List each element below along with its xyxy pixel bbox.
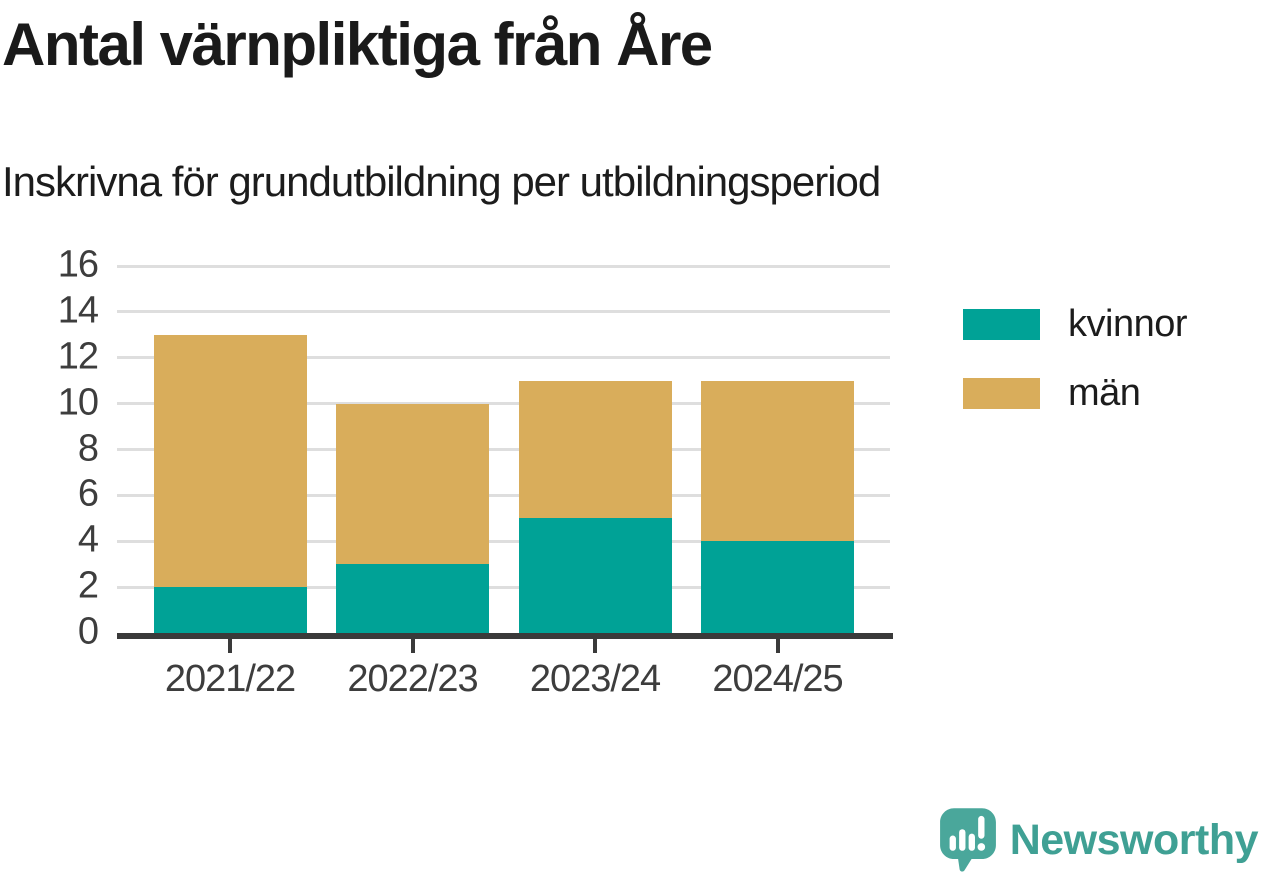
- gridline-8: [117, 448, 890, 451]
- bar-män-2022-23: [336, 403, 489, 565]
- legend-item-mn: män: [963, 372, 1187, 415]
- newsworthy-logo: Newsworthy: [936, 807, 1259, 873]
- x-axis-tick: [228, 639, 232, 653]
- legend: kvinnor män: [963, 303, 1188, 441]
- x-axis-category-label: 2022/23: [347, 658, 478, 700]
- x-axis-line: [117, 633, 893, 639]
- y-axis-tick-label: 6: [77, 473, 99, 516]
- legend-swatch-mn: [963, 378, 1040, 409]
- x-axis-tick: [775, 639, 780, 653]
- x-axis-category-label: 2024/25: [712, 658, 843, 700]
- gridline-16: [117, 264, 890, 268]
- y-axis-tick-label: 10: [57, 381, 99, 424]
- bar-män-2024-25: [701, 380, 854, 542]
- gridline-6: [117, 493, 890, 497]
- legend-label: kvinnor: [1068, 303, 1188, 345]
- y-axis-tick-label: 2: [77, 564, 99, 607]
- gridline-2: [117, 585, 890, 589]
- gridline-14: [117, 310, 890, 314]
- x-axis-tick: [593, 639, 597, 653]
- bar-kvinnor-2024-25: [701, 541, 854, 633]
- y-axis-tick-label: 4: [77, 518, 99, 561]
- y-axis-tick-label: 16: [57, 243, 99, 286]
- chart-title: Antal värnpliktiga från Åre: [2, 11, 713, 78]
- gridline-12: [117, 356, 890, 360]
- newsworthy-wordmark: Newsworthy: [1009, 815, 1259, 864]
- x-axis-category-label: 2021/22: [164, 658, 296, 700]
- legend-item-kvinnor: kvinnor: [963, 303, 1188, 346]
- bar-män-2021-22: [153, 334, 307, 588]
- bar-män-2023-24: [518, 380, 672, 519]
- newsworthy-speech-bubble-barchart-icon: [939, 808, 996, 872]
- legend-swatch-kvinnor: [963, 309, 1040, 340]
- bar-kvinnor-2021-22: [153, 587, 307, 633]
- y-axis-tick-label: 8: [77, 427, 99, 470]
- legend-label: män: [1068, 372, 1141, 414]
- x-axis-category-label: 2023/24: [529, 658, 661, 700]
- y-axis-tick-label: 14: [57, 289, 99, 332]
- chart-subtitle: Inskrivna för grundutbildning per utbild…: [2, 158, 881, 205]
- gridline-10: [117, 402, 890, 406]
- bar-kvinnor-2023-24: [518, 518, 672, 633]
- gridline-4: [117, 539, 890, 543]
- x-axis-tick: [410, 639, 415, 653]
- y-axis-tick-label: 12: [57, 335, 99, 378]
- bar-kvinnor-2022-23: [336, 564, 489, 633]
- y-axis-tick-label: 0: [77, 610, 99, 653]
